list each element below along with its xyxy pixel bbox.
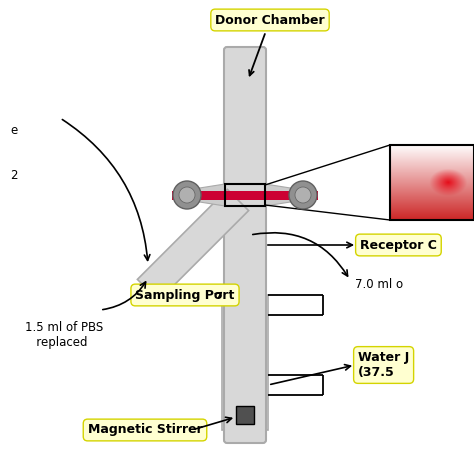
Bar — [225, 184, 265, 206]
Text: Water J
(37.5: Water J (37.5 — [358, 351, 409, 379]
Polygon shape — [265, 184, 303, 206]
Circle shape — [179, 187, 195, 203]
Bar — [222, 295, 268, 430]
Bar — [213, 286, 227, 294]
Bar — [390, 145, 474, 220]
Polygon shape — [137, 190, 248, 301]
Bar — [172, 191, 318, 200]
FancyArrowPatch shape — [253, 233, 347, 276]
Circle shape — [295, 187, 311, 203]
FancyArrowPatch shape — [63, 119, 150, 260]
Text: Magnetic Stirrer: Magnetic Stirrer — [88, 423, 202, 437]
Text: 2: 2 — [10, 168, 18, 182]
FancyArrowPatch shape — [103, 282, 146, 310]
Circle shape — [289, 181, 317, 209]
Text: 1.5 ml of PBS
   replaced: 1.5 ml of PBS replaced — [25, 321, 103, 349]
Text: 7.0 ml o: 7.0 ml o — [355, 279, 403, 292]
Text: e: e — [10, 124, 17, 137]
Text: Sampling Port: Sampling Port — [135, 289, 235, 301]
Polygon shape — [187, 184, 225, 206]
Text: Donor Chamber: Donor Chamber — [215, 13, 325, 75]
Bar — [236, 406, 254, 424]
Circle shape — [173, 181, 201, 209]
FancyBboxPatch shape — [224, 47, 266, 443]
Text: Receptor C: Receptor C — [360, 238, 437, 252]
